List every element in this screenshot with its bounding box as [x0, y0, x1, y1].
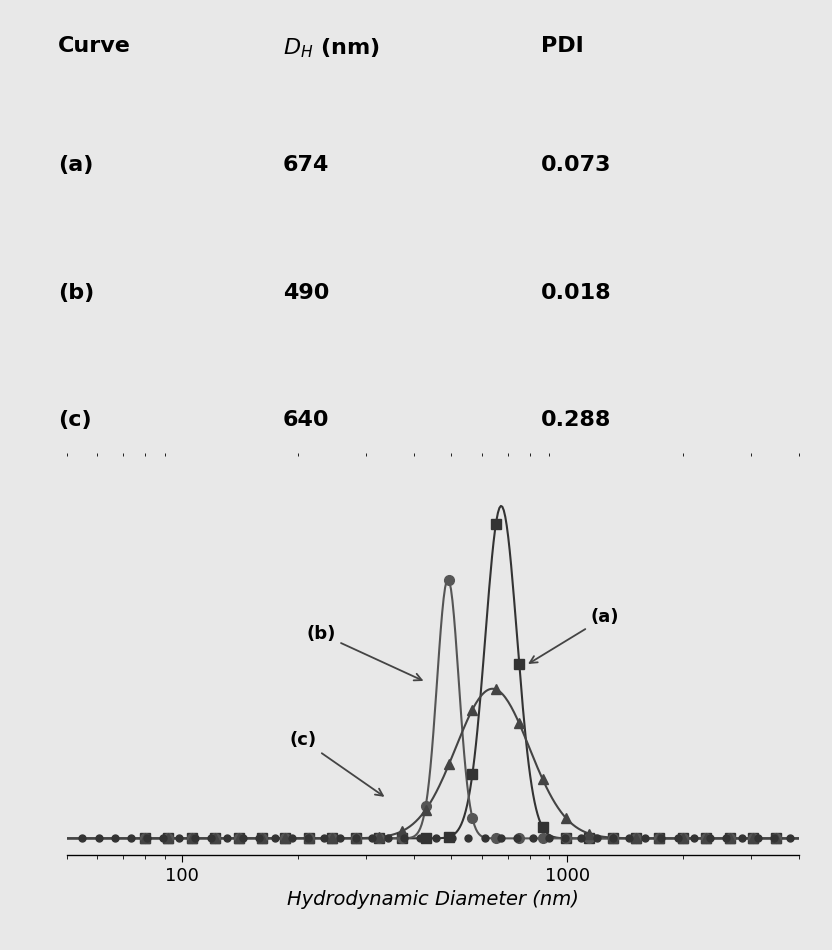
Text: 0.073: 0.073 — [541, 155, 612, 175]
Text: 490: 490 — [283, 283, 329, 303]
Text: (a): (a) — [58, 155, 94, 175]
Text: 0.288: 0.288 — [541, 410, 612, 430]
Text: (a): (a) — [530, 608, 619, 663]
Text: (c): (c) — [290, 732, 383, 796]
Text: 674: 674 — [283, 155, 329, 175]
Text: (b): (b) — [58, 283, 95, 303]
Text: PDI: PDI — [541, 36, 583, 56]
Text: (c): (c) — [58, 410, 92, 430]
Text: (b): (b) — [306, 625, 422, 680]
Text: Curve: Curve — [58, 36, 131, 56]
X-axis label: Hydrodynamic Diameter (nm): Hydrodynamic Diameter (nm) — [287, 890, 578, 909]
Text: 0.018: 0.018 — [541, 283, 612, 303]
Text: 640: 640 — [283, 410, 329, 430]
Text: $D_H$ (nm): $D_H$ (nm) — [283, 36, 379, 60]
